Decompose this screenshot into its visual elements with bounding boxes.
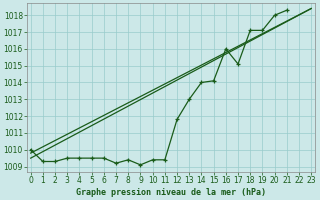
X-axis label: Graphe pression niveau de la mer (hPa): Graphe pression niveau de la mer (hPa)	[76, 188, 266, 197]
